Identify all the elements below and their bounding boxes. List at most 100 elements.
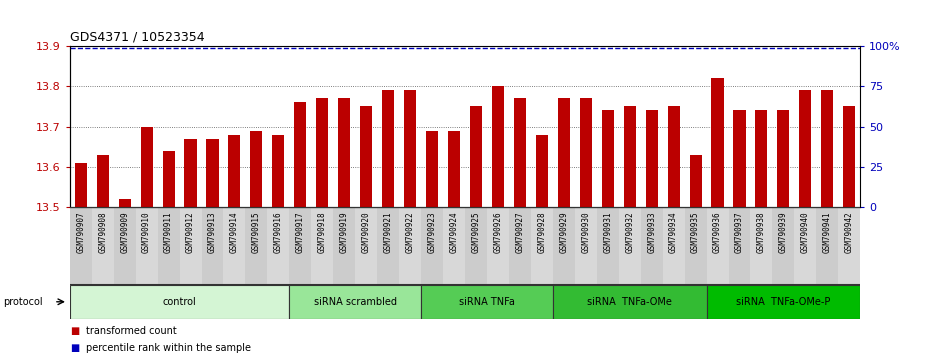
Bar: [645, 110, 658, 207]
Text: GSM790925: GSM790925: [472, 211, 481, 253]
Bar: [184, 139, 196, 207]
Bar: [668, 107, 680, 207]
Bar: [662, 207, 684, 285]
Bar: [821, 90, 833, 207]
Text: percentile rank within the sample: percentile rank within the sample: [86, 343, 251, 353]
Text: siRNA TNFa: siRNA TNFa: [459, 297, 515, 307]
Bar: [707, 207, 728, 285]
Bar: [448, 131, 460, 207]
Text: GSM790929: GSM790929: [559, 211, 568, 253]
Bar: [514, 98, 526, 207]
Bar: [734, 110, 746, 207]
Bar: [246, 207, 267, 285]
Bar: [536, 135, 548, 207]
Text: transformed count: transformed count: [86, 326, 178, 336]
Bar: [74, 163, 86, 207]
Text: GSM790921: GSM790921: [384, 211, 392, 253]
Text: GSM790936: GSM790936: [713, 211, 722, 253]
Bar: [509, 207, 531, 285]
Text: siRNA  TNFa-OMe-P: siRNA TNFa-OMe-P: [737, 297, 830, 307]
Bar: [119, 199, 131, 207]
Text: GSM790931: GSM790931: [604, 211, 612, 253]
Text: GSM790911: GSM790911: [164, 211, 173, 253]
Bar: [202, 207, 223, 285]
Bar: [470, 107, 482, 207]
Text: GSM790916: GSM790916: [273, 211, 283, 253]
Bar: [163, 151, 175, 207]
Text: GSM790907: GSM790907: [76, 211, 86, 253]
Text: GSM790937: GSM790937: [735, 211, 744, 253]
Bar: [339, 98, 351, 207]
Text: GSM790917: GSM790917: [296, 211, 305, 253]
Bar: [426, 131, 438, 207]
Text: GSM790918: GSM790918: [318, 211, 326, 253]
Text: GSM790924: GSM790924: [449, 211, 458, 253]
Bar: [97, 155, 109, 207]
Bar: [531, 207, 552, 285]
Bar: [492, 86, 504, 207]
Text: GSM790940: GSM790940: [801, 211, 810, 253]
Text: protocol: protocol: [3, 297, 43, 307]
Bar: [294, 102, 306, 207]
Bar: [404, 90, 416, 207]
Bar: [465, 207, 487, 285]
Text: GSM790908: GSM790908: [99, 211, 107, 253]
Text: GSM790934: GSM790934: [669, 211, 678, 253]
Bar: [399, 207, 421, 285]
Text: GSM790910: GSM790910: [142, 211, 151, 253]
Bar: [597, 207, 618, 285]
Text: GSM790915: GSM790915: [252, 211, 261, 253]
Bar: [179, 207, 202, 285]
Text: GSM790909: GSM790909: [120, 211, 129, 253]
Bar: [641, 207, 662, 285]
Bar: [602, 110, 614, 207]
Text: GSM790927: GSM790927: [515, 211, 525, 253]
Bar: [689, 155, 701, 207]
Text: GSM790932: GSM790932: [625, 211, 634, 253]
Text: GSM790923: GSM790923: [428, 211, 436, 253]
Text: GSM790919: GSM790919: [339, 211, 349, 253]
Bar: [558, 98, 570, 207]
Bar: [136, 207, 157, 285]
Bar: [728, 207, 751, 285]
Text: GSM790922: GSM790922: [405, 211, 415, 253]
Bar: [684, 207, 707, 285]
Bar: [421, 207, 443, 285]
Text: ■: ■: [70, 343, 79, 353]
Bar: [552, 207, 575, 285]
Bar: [421, 285, 552, 319]
Bar: [443, 207, 465, 285]
Text: GSM790928: GSM790928: [538, 211, 546, 253]
Bar: [817, 207, 838, 285]
Text: GSM790930: GSM790930: [581, 211, 591, 253]
Text: GSM790939: GSM790939: [779, 211, 788, 253]
Text: GSM790942: GSM790942: [844, 211, 854, 253]
Bar: [382, 90, 394, 207]
Text: siRNA scrambled: siRNA scrambled: [313, 297, 397, 307]
Bar: [751, 207, 773, 285]
Text: GSM790913: GSM790913: [208, 211, 217, 253]
Bar: [223, 207, 246, 285]
Text: siRNA  TNFa-OMe: siRNA TNFa-OMe: [587, 297, 672, 307]
Text: GSM790935: GSM790935: [691, 211, 700, 253]
Text: GSM790933: GSM790933: [647, 211, 657, 253]
Text: control: control: [163, 297, 196, 307]
Bar: [272, 135, 285, 207]
Text: GDS4371 / 10523354: GDS4371 / 10523354: [70, 30, 205, 44]
Text: GSM790914: GSM790914: [230, 211, 239, 253]
Bar: [140, 127, 153, 207]
Text: GSM790938: GSM790938: [757, 211, 766, 253]
Bar: [267, 207, 289, 285]
Bar: [289, 285, 421, 319]
Bar: [711, 78, 724, 207]
Bar: [355, 207, 378, 285]
Bar: [92, 207, 113, 285]
Bar: [707, 285, 860, 319]
Text: GSM790926: GSM790926: [494, 211, 502, 253]
Bar: [777, 110, 790, 207]
Bar: [229, 135, 241, 207]
Bar: [755, 110, 767, 207]
Bar: [360, 107, 372, 207]
Bar: [113, 207, 136, 285]
Bar: [289, 207, 312, 285]
